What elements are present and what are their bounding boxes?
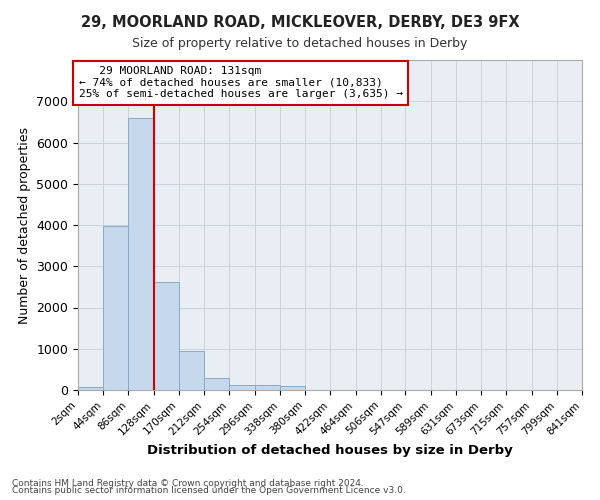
Text: Contains public sector information licensed under the Open Government Licence v3: Contains public sector information licen… [12,486,406,495]
Text: Contains HM Land Registry data © Crown copyright and database right 2024.: Contains HM Land Registry data © Crown c… [12,478,364,488]
Bar [280,386,305,390]
Text: 29, MOORLAND ROAD, MICKLEOVER, DERBY, DE3 9FX: 29, MOORLAND ROAD, MICKLEOVER, DERBY, DE… [80,15,520,30]
Y-axis label: Number of detached properties: Number of detached properties [18,126,31,324]
Bar [204,378,229,390]
Bar [103,226,128,390]
Bar [154,282,179,390]
X-axis label: Distribution of detached houses by size in Derby: Distribution of detached houses by size … [147,444,513,456]
Bar [128,118,154,390]
Bar [78,387,103,390]
Bar [229,384,254,390]
Bar [179,351,204,390]
Bar [254,386,280,390]
Text: 29 MOORLAND ROAD: 131sqm
← 74% of detached houses are smaller (10,833)
25% of se: 29 MOORLAND ROAD: 131sqm ← 74% of detach… [79,66,403,100]
Text: Size of property relative to detached houses in Derby: Size of property relative to detached ho… [133,38,467,51]
